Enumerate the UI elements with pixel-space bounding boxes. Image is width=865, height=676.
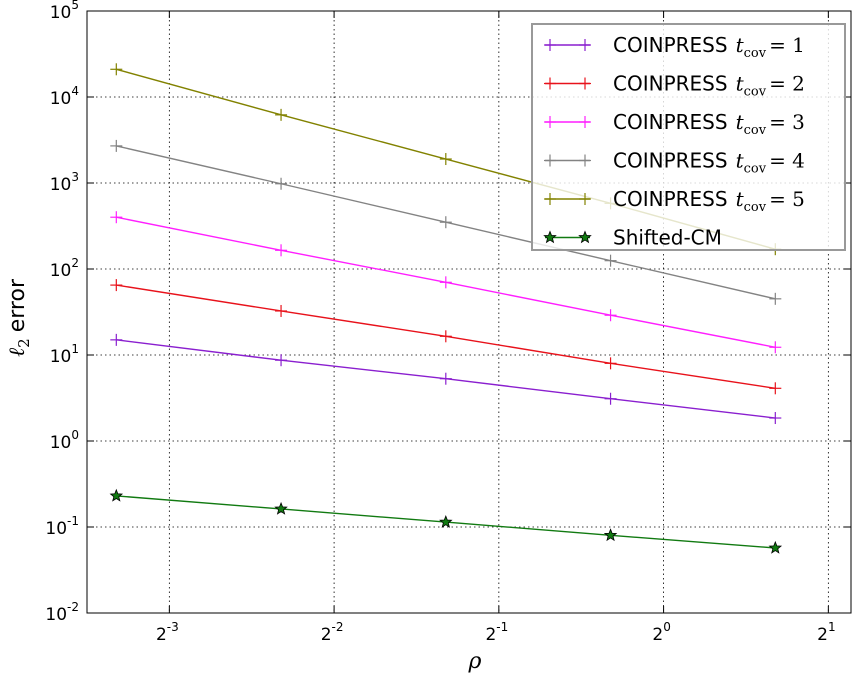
legend-item: COINPRESS tcov = 4 xyxy=(544,149,805,177)
svg-text:ℓ2error: ℓ2 error xyxy=(5,278,33,357)
y-tick-label: 100 xyxy=(50,428,79,453)
legend-marker xyxy=(579,154,591,167)
legend-label: COINPRESS tcov = 4 xyxy=(613,149,805,177)
legend-marker xyxy=(578,230,592,244)
legend-marker xyxy=(544,39,556,51)
series-3 xyxy=(110,211,782,354)
data-point xyxy=(110,279,123,292)
data-point xyxy=(275,244,288,257)
y-axis-label-subscript: 2 xyxy=(15,338,33,348)
data-point xyxy=(110,139,123,152)
data-point xyxy=(769,341,782,354)
x-axis-label: ρ xyxy=(468,649,482,674)
data-point xyxy=(110,333,123,346)
data-point xyxy=(439,515,453,528)
y-tick-label: 101 xyxy=(50,342,79,367)
data-point xyxy=(110,211,123,224)
legend-label: COINPRESS tcov = 2 xyxy=(613,72,805,100)
y-axis-label-symbol: ℓ xyxy=(5,347,30,357)
legend-marker xyxy=(579,116,591,128)
x-tick-label: 21 xyxy=(817,620,835,645)
data-point xyxy=(439,153,452,166)
y-tick-label: 10-2 xyxy=(45,600,79,625)
series-1 xyxy=(110,333,782,425)
series-2 xyxy=(110,279,782,395)
legend-marker xyxy=(544,77,556,90)
series-4 xyxy=(110,139,782,305)
legend-item: COINPRESS tcov = 2 xyxy=(544,72,805,100)
data-point xyxy=(275,304,288,317)
series-layer xyxy=(109,63,783,554)
legend-marker xyxy=(579,77,591,90)
legend-marker xyxy=(544,154,556,167)
x-tick-label: 2-1 xyxy=(485,620,508,645)
data-point xyxy=(439,276,452,289)
legend-label: COINPRESS tcov = 3 xyxy=(613,110,805,138)
y-axis-label: ℓ2 error xyxy=(5,278,33,357)
legend-item: COINPRESS tcov = 3 xyxy=(544,110,805,138)
data-point xyxy=(769,382,782,395)
y-tick-label: 103 xyxy=(50,170,79,195)
data-point xyxy=(604,254,617,267)
data-point xyxy=(274,501,288,515)
data-point xyxy=(439,330,452,343)
legend-marker xyxy=(579,193,591,205)
data-point xyxy=(603,528,618,542)
y-axis-ticks: 10-2 10-1 100 101 102 103 104 105 xyxy=(45,0,851,625)
data-point xyxy=(109,488,124,502)
legend-marker xyxy=(544,193,556,205)
data-point xyxy=(275,177,288,190)
data-point xyxy=(604,309,617,322)
legend: COINPRESS tcov = 1 COINPRESS tcov = 2 COINPRES… xyxy=(531,23,846,251)
plot-border xyxy=(86,10,852,614)
data-point xyxy=(439,372,452,385)
series-6 xyxy=(109,488,783,554)
y-tick-label: 102 xyxy=(50,256,79,281)
legend-item: Shifted-CM xyxy=(543,226,722,250)
legend-item: COINPRESS tcov = 5 xyxy=(544,187,805,215)
legend-box xyxy=(531,23,846,251)
data-point xyxy=(604,392,617,405)
data-point xyxy=(769,412,782,425)
y-tick-label: 104 xyxy=(50,84,79,109)
data-point xyxy=(110,63,123,76)
legend-marker xyxy=(579,39,591,51)
y-axis-label-text: error xyxy=(5,278,30,332)
x-tick-label: 20 xyxy=(652,620,670,645)
data-point xyxy=(768,540,783,554)
data-point xyxy=(275,354,288,367)
x-axis-ticks: 2-3 2-2 2-1 20 21 xyxy=(156,11,836,645)
x-tick-label: 2-3 xyxy=(156,620,179,645)
legend-label: Shifted-CM xyxy=(613,226,722,250)
legend-marker xyxy=(543,230,557,244)
legend-marker xyxy=(544,116,556,128)
x-tick-label: 2-2 xyxy=(321,620,344,645)
data-point xyxy=(439,216,452,229)
legend-item: COINPRESS tcov = 1 xyxy=(544,33,805,61)
legend-label: COINPRESS tcov = 1 xyxy=(613,33,805,61)
data-point xyxy=(275,108,288,121)
data-point xyxy=(769,292,782,305)
y-tick-label: 10-1 xyxy=(45,514,79,539)
data-point xyxy=(604,357,617,370)
legend-label: COINPRESS tcov = 5 xyxy=(613,187,805,215)
y-tick-label: 105 xyxy=(50,0,79,23)
